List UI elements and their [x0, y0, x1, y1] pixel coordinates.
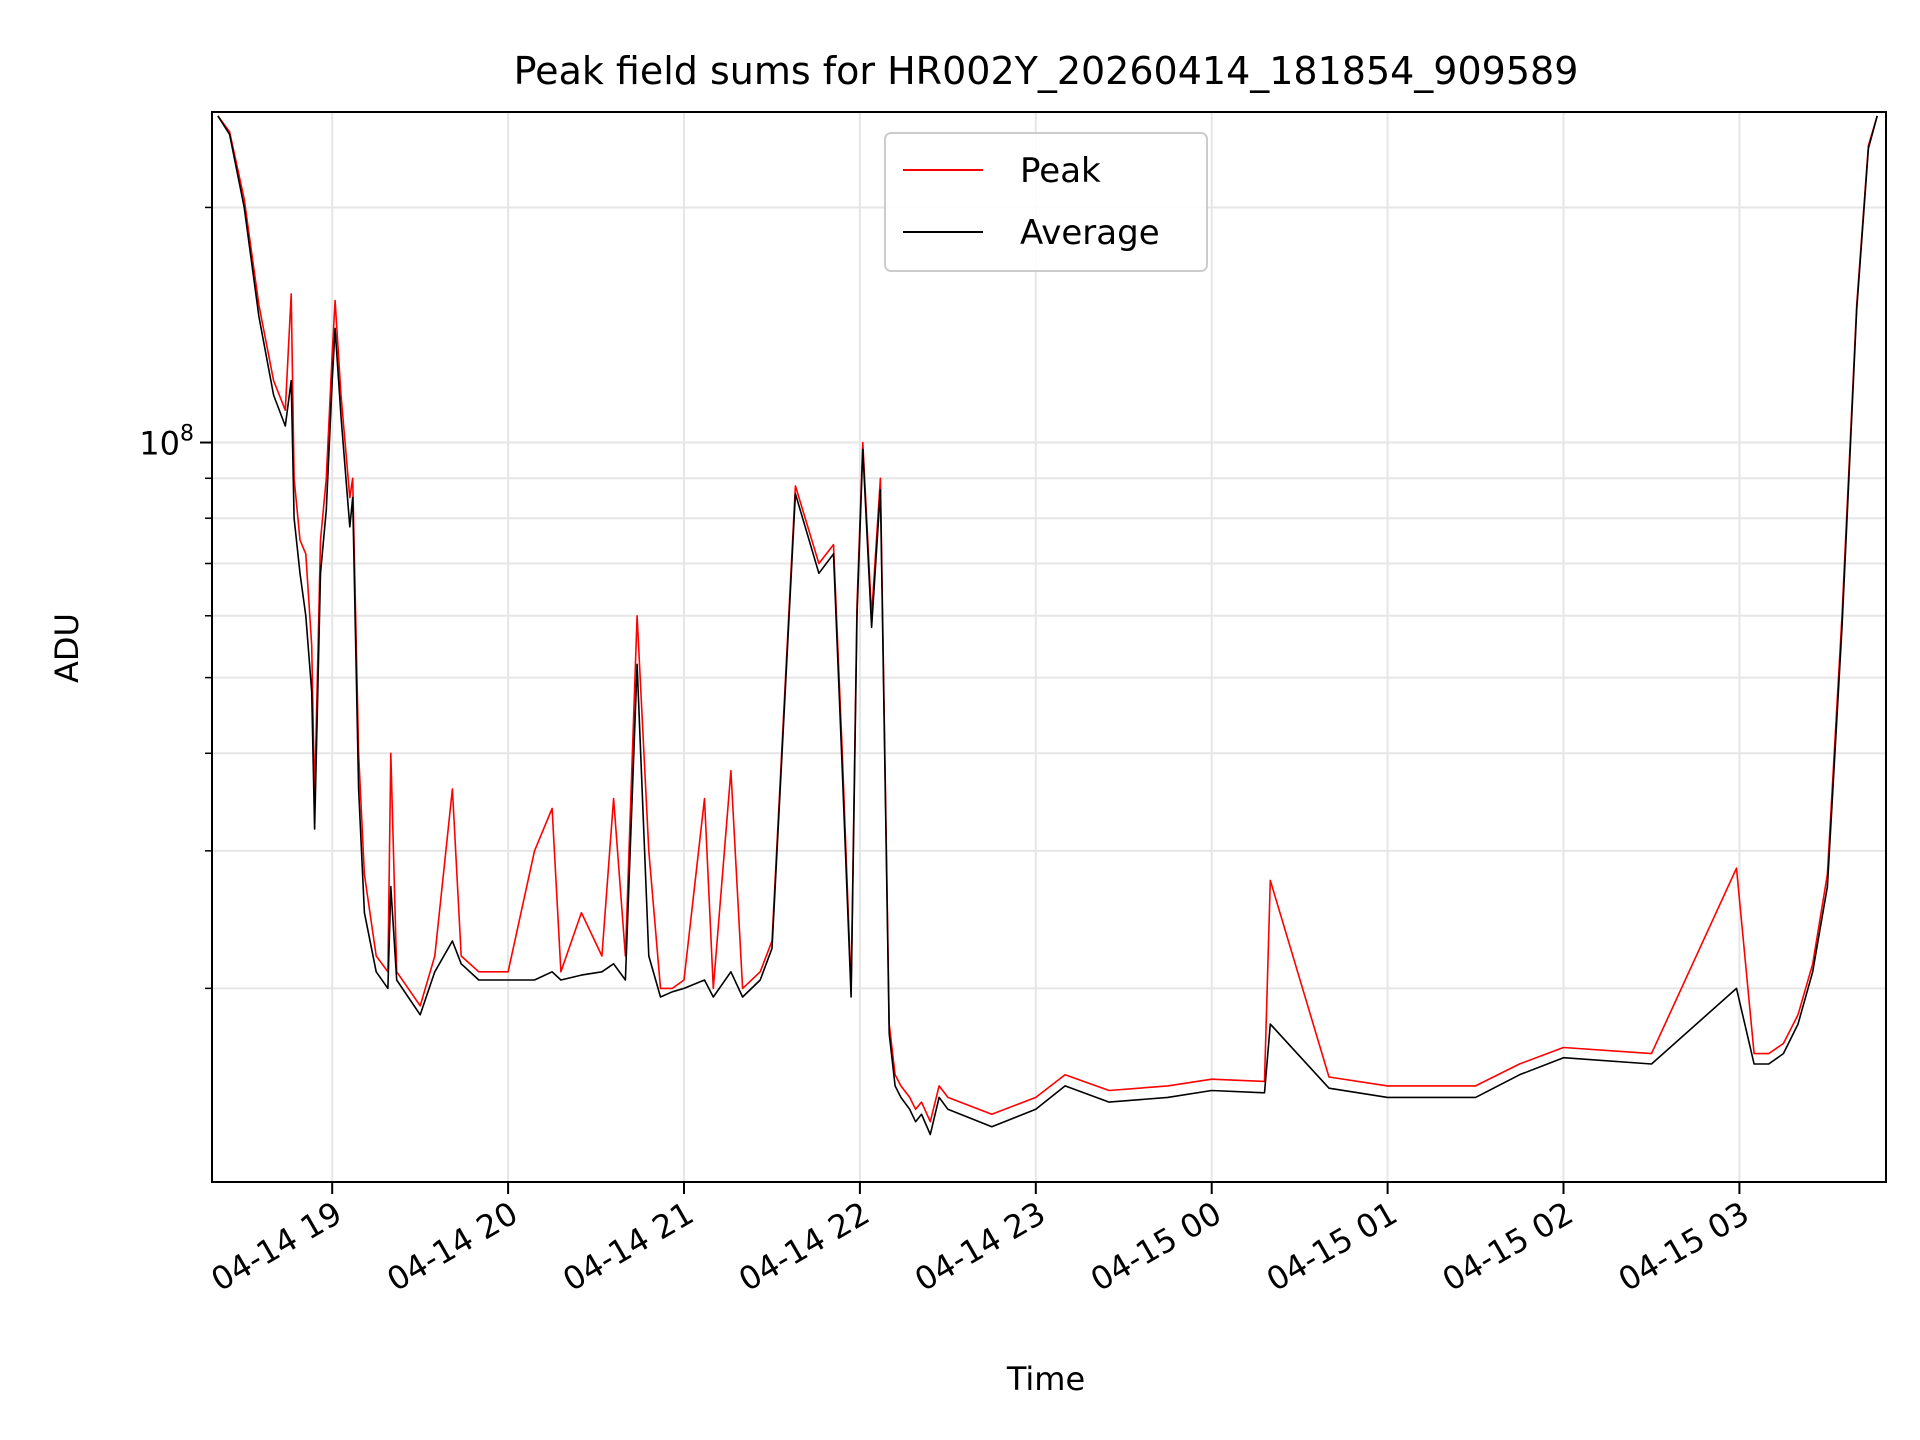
y-axis-label: ADU	[48, 613, 86, 683]
y-axis: 108	[139, 206, 212, 990]
chart-title: Peak field sums for HR002Y_20260414_1818…	[514, 49, 1579, 93]
series-layer	[217, 115, 1878, 1136]
plot-area-frame	[211, 111, 1887, 1183]
series-line-average	[217, 115, 1878, 1136]
series-line-peak	[217, 115, 1878, 1123]
legend-label-average: Average	[1020, 213, 1160, 253]
legend-label-peak: Peak	[1020, 151, 1101, 191]
x-axis-label: Time	[1006, 1360, 1085, 1398]
y-tick-label: 108	[139, 422, 194, 463]
legend: Peak Average	[884, 132, 1208, 272]
minor-gridlines	[212, 206, 1886, 990]
legend-box	[884, 132, 1208, 272]
